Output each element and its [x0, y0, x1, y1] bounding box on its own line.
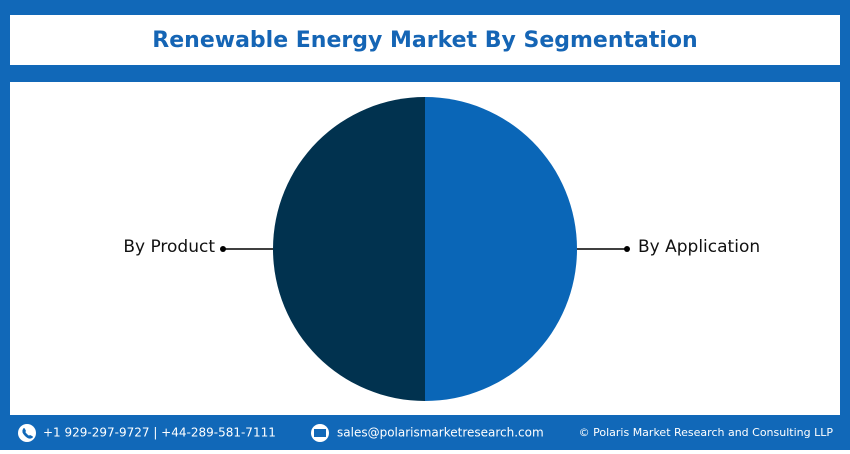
- phone-text: +1 929-297-9727 | +44-289-581-7111: [43, 426, 276, 440]
- slice-label: By Product: [123, 237, 215, 257]
- email-glyph: [314, 429, 326, 437]
- phone-glyph: [22, 428, 33, 439]
- pie-slice: [425, 97, 577, 401]
- leader-dot: [220, 246, 226, 252]
- chart-title: Renewable Energy Market By Segmentation: [152, 28, 697, 53]
- leader-dot: [624, 246, 630, 252]
- footer: +1 929-297-9727 | +44-289-581-7111 sales…: [18, 424, 833, 442]
- copyright-text: © Polaris Market Research and Consulting…: [579, 426, 834, 439]
- pie-slice: [273, 97, 425, 401]
- email-text: sales@polarismarketresearch.com: [337, 426, 544, 440]
- title-box: [10, 15, 840, 65]
- phone-icon: [18, 424, 36, 442]
- slice-label: By Application: [638, 237, 760, 257]
